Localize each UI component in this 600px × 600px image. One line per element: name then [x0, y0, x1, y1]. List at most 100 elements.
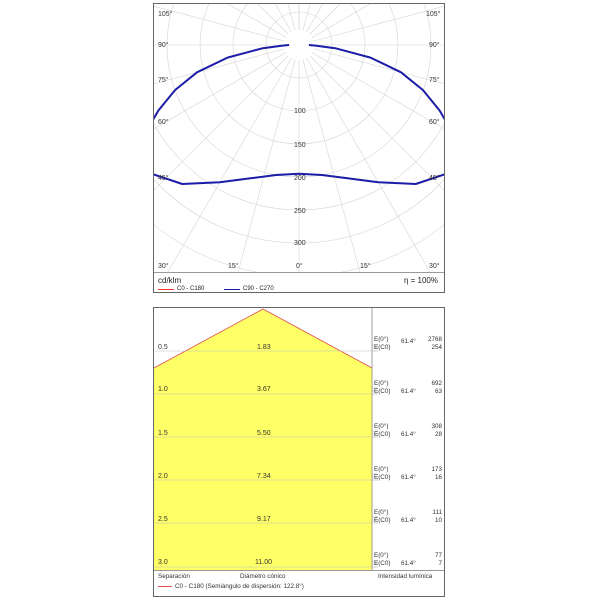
- angle-label-75-left: 75°: [158, 76, 169, 84]
- e0-value: 692: [431, 380, 442, 387]
- footer-legend: C0 - C180 (Semiángulo de dispersión: 122…: [158, 583, 304, 590]
- e0-value: 308: [431, 423, 442, 430]
- radial-label-200: 200: [294, 175, 306, 182]
- angle-grid-line: [154, 48, 285, 85]
- legend-line-blue: [224, 288, 240, 290]
- ec0-label: E(C0): [374, 559, 391, 567]
- radial-label-100: 100: [294, 108, 306, 115]
- separation-value: 2.5: [158, 516, 168, 523]
- angle-label-90-left: 90°: [158, 41, 169, 49]
- footer-legend-line: [158, 586, 172, 587]
- separation-value: 1.5: [158, 430, 168, 437]
- illuminance-values: E(0°) 173 E(C0) 61.4° 16: [374, 466, 442, 481]
- e0-value: 2768: [427, 336, 442, 343]
- angle-grid-line: [313, 48, 444, 85]
- angle-grid-line: [227, 4, 287, 38]
- e0-label: E(0°): [374, 423, 389, 430]
- radial-label-150: 150: [294, 142, 306, 149]
- diameter-value: 7.34: [257, 473, 271, 480]
- angle-grid-line: [154, 55, 289, 191]
- angle-value: 61.4°: [401, 430, 416, 438]
- angle-grid-line: [302, 59, 361, 272]
- angle-label-15-right: 15°: [360, 262, 371, 270]
- separation-value: 1.0: [158, 386, 168, 393]
- angle-label-30-right: 30°: [429, 262, 440, 270]
- angle-value: 61.4°: [401, 516, 416, 524]
- angle-grid-line: [154, 5, 285, 42]
- ec0-value: 10: [434, 516, 442, 524]
- e0-label: E(0°): [374, 552, 389, 559]
- angle-grid-line: [306, 57, 431, 272]
- ec0-label: E(C0): [374, 430, 391, 438]
- ec0-label: E(C0): [374, 516, 391, 524]
- ec0-label: E(C0): [374, 473, 391, 481]
- angle-label-105-right: 105°: [426, 10, 441, 18]
- illuminance-values: E(0°) 77 E(C0) 61.4° 7: [374, 552, 442, 567]
- e0-value: 77: [434, 552, 442, 559]
- angle-label-60-right: 60°: [429, 118, 440, 126]
- illuminance-values: E(0°) 2768 E(C0) 61.4° 254: [374, 336, 442, 351]
- diameter-value: 1.83: [257, 344, 271, 351]
- cone-diagram-panel: 0.5 1.83 E(0°) 2768 E(C0) 61.4° 254 1.0 …: [153, 307, 445, 597]
- diameter-value: 3.67: [257, 386, 271, 393]
- angle-label-45-left: 45°: [158, 174, 169, 182]
- diameter-value: 11.00: [255, 559, 272, 566]
- diameter-value: 5.50: [257, 430, 271, 437]
- angle-grid-line: [154, 52, 287, 130]
- separation-value: 3.0: [158, 559, 168, 566]
- radial-label-250: 250: [294, 208, 306, 215]
- footer-diameter-label: Diámetro cónico: [240, 573, 286, 580]
- angle-label-60-left: 60°: [158, 118, 169, 126]
- polar-grid: [154, 4, 444, 272]
- cone-edge-line: [154, 308, 373, 369]
- angle-label-45-right: 45°: [429, 174, 440, 182]
- ec0-value: 16: [434, 473, 442, 481]
- footer-separation-label: Separación: [158, 573, 190, 580]
- legend-item-c0-c180: C0 - C180: [158, 286, 204, 292]
- angle-grid-line: [313, 5, 444, 42]
- angle-grid-line: [309, 4, 341, 35]
- cone-area: [154, 309, 372, 570]
- cone-diagram: [154, 308, 378, 570]
- angle-value: 61.4°: [401, 473, 416, 481]
- angle-grid-line: [237, 59, 296, 272]
- e0-label: E(0°): [374, 380, 389, 387]
- angle-grid-line: [257, 4, 289, 35]
- legend-item-c90-c270: C90 - C270: [224, 286, 274, 292]
- cone-footer-divider: [154, 570, 444, 571]
- e0-label: E(0°): [374, 466, 389, 473]
- angle-label-75-right: 75°: [429, 76, 440, 84]
- unit-label: cd/klm: [158, 276, 182, 285]
- ec0-value: 254: [431, 343, 442, 351]
- illuminance-values: E(0°) 111 E(C0) 61.4° 10: [374, 509, 442, 524]
- radial-label-300: 300: [294, 240, 306, 247]
- efficiency-label: η = 100%: [403, 276, 438, 285]
- angle-grid-line: [167, 57, 292, 272]
- illuminance-values: E(0°) 692 E(C0) 61.4° 63: [374, 380, 442, 395]
- separation-value: 0.5: [158, 344, 168, 351]
- angle-grid-line: [311, 4, 371, 38]
- ec0-value: 63: [434, 387, 442, 395]
- polar-diagram: 105° 105° 90° 90° 75° 75° 60° 60° 45° 45…: [154, 4, 444, 272]
- series-curve-c90-c270: [154, 44, 444, 185]
- e0-label: E(0°): [374, 336, 389, 343]
- polar-curves: [154, 44, 444, 185]
- ec0-value: 28: [434, 430, 442, 438]
- polar-legend: cd/klm η = 100% C0 - C180 C90 - C270: [154, 272, 444, 293]
- angle-label-90-right: 90°: [429, 41, 440, 49]
- angle-label-105-left: 105°: [158, 10, 173, 18]
- ec0-value: 7: [438, 559, 442, 567]
- e0-value: 111: [432, 509, 442, 516]
- legend-line-red: [158, 288, 174, 290]
- angle-label-30-left: 30°: [158, 262, 169, 270]
- separation-lines: [154, 344, 378, 568]
- angle-label-0: 0°: [296, 262, 303, 270]
- footer-legend-label: C0 - C180 (Semiángulo de dispersión: 122…: [175, 583, 304, 590]
- footer-intensity-label: Intensidad lumínica: [378, 573, 433, 580]
- polar-diagram-panel: 105° 105° 90° 90° 75° 75° 60° 60° 45° 45…: [153, 3, 445, 293]
- angle-grid-line: [309, 55, 444, 191]
- illuminance-values: E(0°) 308 E(C0) 61.4° 28: [374, 423, 442, 438]
- legend-label-c90-c270: C90 - C270: [243, 286, 274, 292]
- angle-value: 61.4°: [401, 387, 416, 395]
- angle-value: 61.4°: [401, 559, 416, 567]
